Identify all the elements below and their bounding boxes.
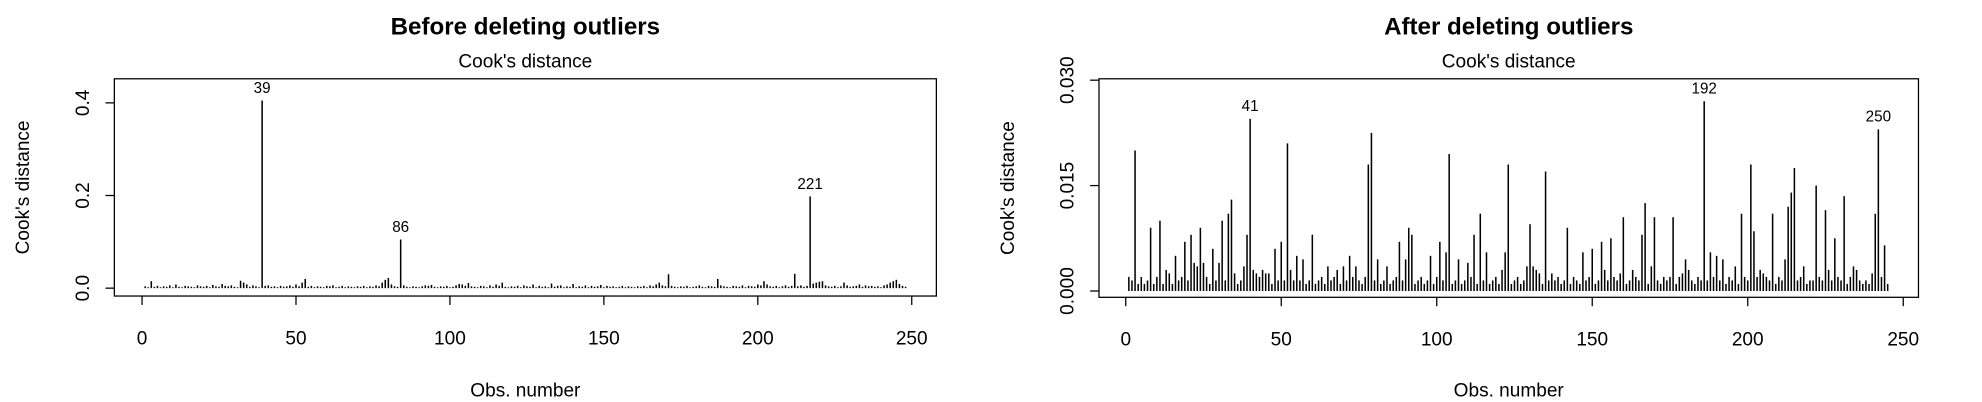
x-tick-label: 200: [742, 328, 774, 349]
x-tick-label: 0: [1120, 330, 1131, 351]
chart-subtitle: Cook's distance: [458, 51, 592, 72]
y-tick-label: 0.4: [73, 89, 94, 116]
x-tick-label: 200: [1732, 330, 1764, 351]
x-axis-label: Obs. number: [470, 380, 581, 401]
x-tick-label: 150: [588, 328, 620, 349]
chart-title: Before deleting outliers: [391, 13, 660, 40]
y-tick-label: 0.2: [73, 182, 94, 208]
point-label: 221: [797, 176, 822, 193]
x-tick-label: 100: [434, 328, 466, 349]
y-tick-label: 0.000: [1058, 267, 1079, 315]
chart-title: After deleting outliers: [1384, 13, 1633, 40]
x-tick-label: 100: [1421, 330, 1453, 351]
plot-frame: [113, 78, 938, 297]
y-axis-label: Cook's distance: [13, 120, 34, 254]
y-tick-label: 0.030: [1058, 56, 1079, 104]
point-label: 250: [1866, 109, 1891, 126]
y-axis-label: Cook's distance: [998, 121, 1019, 255]
y-tick-label: 0.015: [1058, 162, 1079, 210]
x-tick-label: 0: [137, 328, 148, 349]
plot-frame: [1098, 78, 1920, 298]
point-label: 86: [392, 219, 409, 236]
x-tick-label: 50: [1271, 330, 1292, 351]
chart-subtitle: Cook's distance: [1442, 51, 1576, 72]
x-tick-label: 250: [896, 328, 928, 349]
point-label: 39: [254, 80, 271, 97]
x-tick-label: 50: [285, 328, 306, 349]
point-label: 41: [1242, 98, 1259, 115]
x-tick-label: 250: [1887, 330, 1919, 351]
x-axis-label: Obs. number: [1454, 380, 1565, 401]
point-label: 192: [1691, 81, 1716, 98]
y-tick-label: 0.0: [73, 275, 94, 301]
x-tick-label: 150: [1576, 330, 1608, 351]
